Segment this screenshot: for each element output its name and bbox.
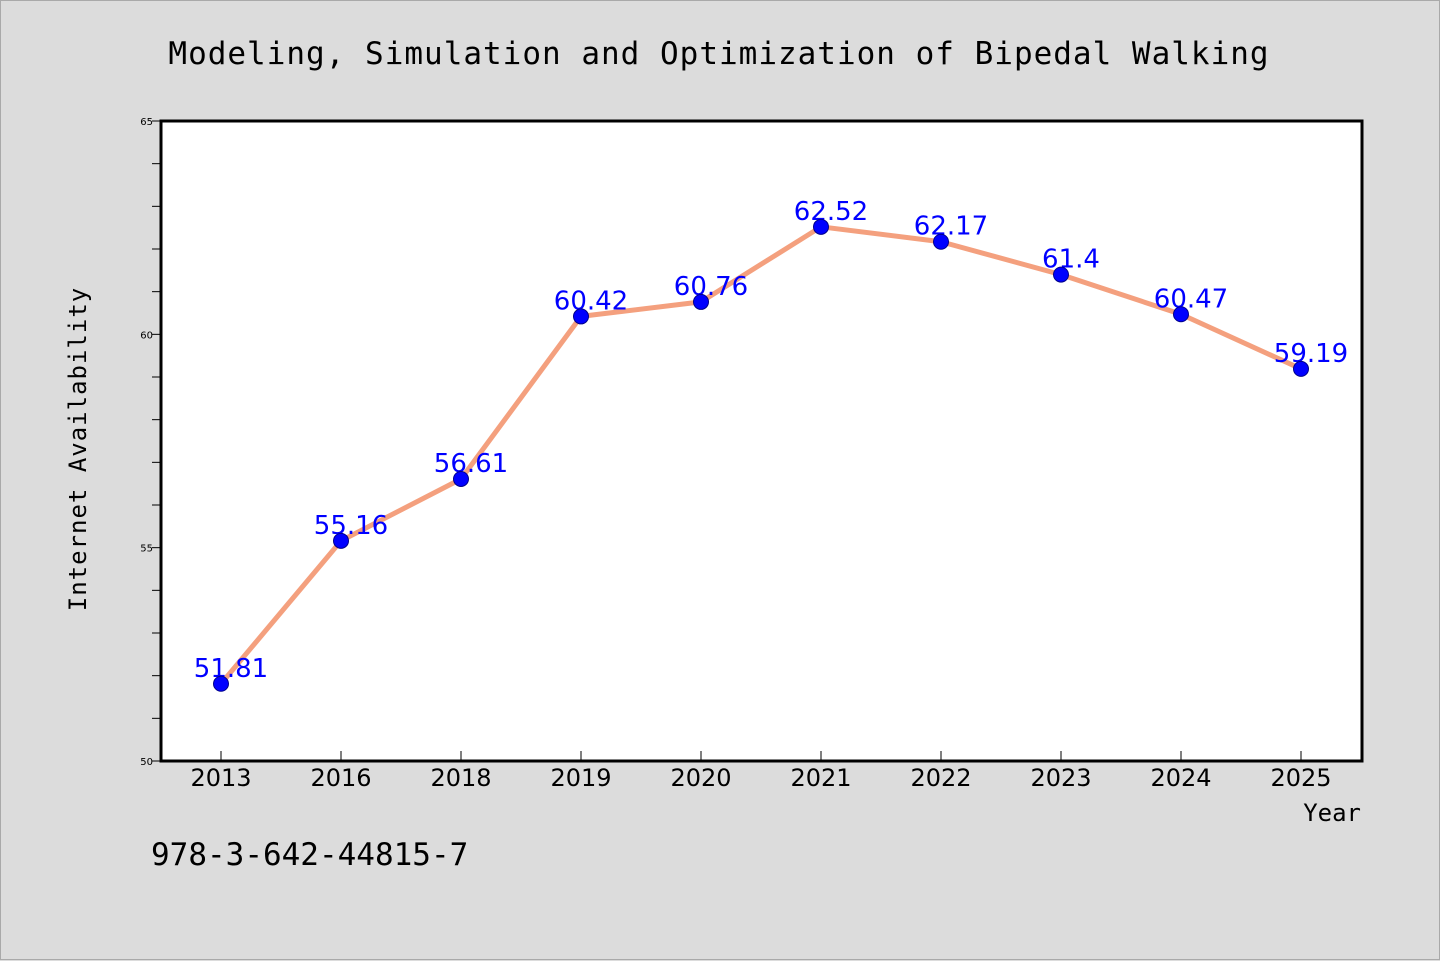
x-tick-label: 2019 — [550, 764, 611, 792]
data-labels: 51.81 55.16 56.61 60.42 60.76 62.52 62.17 61.4 6… — [194, 197, 1348, 684]
data-label: 62.52 — [794, 197, 868, 227]
y-tick-labels: 50 55 60 65 — [140, 117, 153, 768]
x-ticks — [220, 751, 1302, 761]
y-tick-label: 55 — [140, 544, 153, 555]
x-tick-label: 2018 — [430, 764, 491, 792]
data-label: 55.16 — [314, 511, 388, 541]
isbn-text: 978-3-642-44815-7 — [151, 837, 468, 873]
data-point-marker — [333, 532, 349, 549]
data-label: 62.17 — [914, 212, 988, 242]
y-minor-ticks — [152, 120, 161, 762]
x-tick-label: 2020 — [670, 764, 731, 792]
chart-title: Modeling, Simulation and Optimization of… — [168, 36, 1269, 72]
x-tick-label: 2022 — [910, 764, 971, 792]
data-point-marker — [453, 470, 469, 487]
data-label: 60.42 — [554, 286, 628, 316]
y-axis-label: Internet Availability — [64, 287, 92, 611]
x-axis-label: Year — [1303, 799, 1361, 827]
data-point-marker — [693, 293, 709, 310]
x-tick-label: 2023 — [1030, 764, 1091, 792]
plot-area — [159, 119, 1364, 763]
x-tick-label: 2021 — [790, 764, 851, 792]
data-markers — [213, 218, 1309, 692]
data-label: 51.81 — [194, 654, 268, 684]
x-tick-label: 2013 — [190, 764, 251, 792]
x-tick-label: 2024 — [1150, 764, 1211, 792]
data-point-marker — [1173, 306, 1189, 323]
x-tick-label: 2025 — [1270, 764, 1331, 792]
data-point-marker — [213, 675, 229, 692]
data-label: 60.47 — [1154, 284, 1228, 314]
data-label: 59.19 — [1274, 339, 1348, 369]
data-point-marker — [813, 218, 829, 235]
data-point-marker — [1293, 360, 1309, 377]
x-tick-label: 2016 — [310, 764, 371, 792]
data-label: 60.76 — [674, 272, 748, 302]
series-line — [218, 224, 1304, 687]
data-point-marker — [933, 233, 949, 250]
y-tick-label: 60 — [140, 330, 153, 341]
data-label: 61.4 — [1042, 245, 1100, 275]
data-label: 56.61 — [434, 449, 508, 479]
data-point-marker — [573, 308, 589, 325]
y-tick-label: 65 — [140, 117, 153, 128]
y-tick-label: 50 — [140, 757, 153, 768]
data-point-marker — [1053, 266, 1069, 283]
x-tick-labels: 2013 2016 2018 2019 2020 2021 2022 2023 2024 2025 — [190, 764, 1331, 792]
